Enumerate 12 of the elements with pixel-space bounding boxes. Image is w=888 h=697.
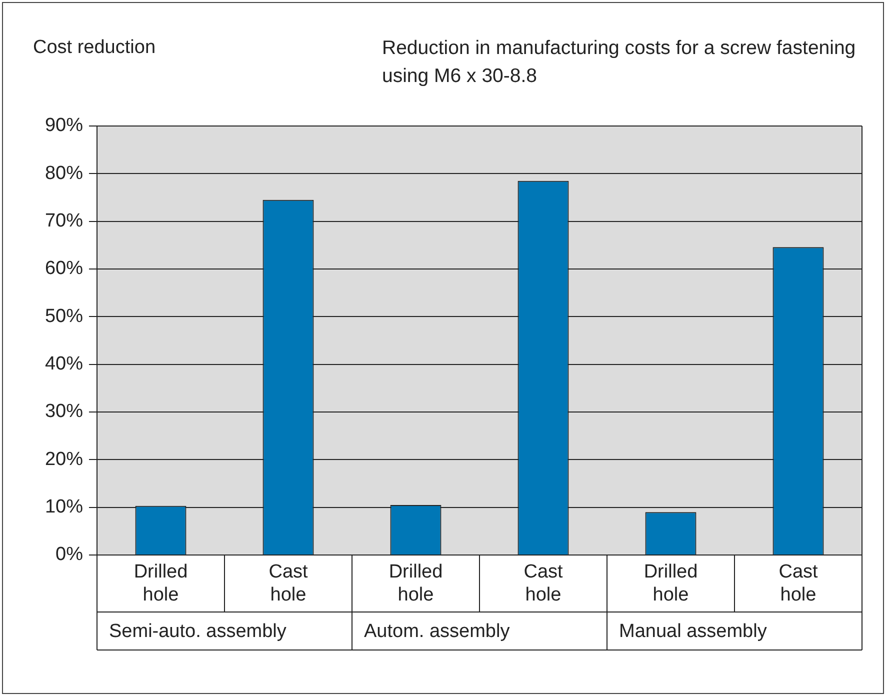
y-tick-label: 0% <box>56 544 84 566</box>
y-axis-title: Cost reduction <box>33 36 157 60</box>
y-tick-label: 90% <box>44 115 84 136</box>
y-tick-label: 40% <box>44 354 84 375</box>
chart-title: Reduction in manufacturing costs for a screw fastening using M6 x 30-8.8 <box>382 36 857 89</box>
y-tick-label: 50% <box>44 306 84 327</box>
y-tick-label: 20% <box>44 448 84 470</box>
y-tick-label: 30% <box>44 401 84 422</box>
y-tick-label: 10% <box>44 496 84 518</box>
y-tick-label: 60% <box>44 258 84 280</box>
y-tick-label: 70% <box>44 210 84 232</box>
y-tick-label: 80% <box>44 162 84 184</box>
